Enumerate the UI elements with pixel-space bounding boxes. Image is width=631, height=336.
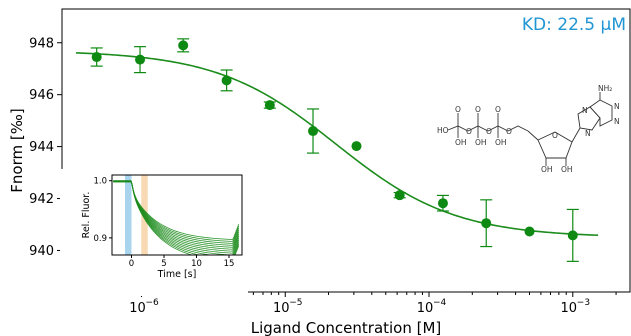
data-points-layer [90,38,579,262]
x-tick-label: 10 [129,301,146,316]
data-point [351,141,362,152]
inset-x-tick-label: 0 [129,259,134,269]
cold-region-band [125,175,132,255]
svg-text:OH: OH [475,138,487,147]
svg-text:N: N [585,129,591,138]
inset-frame [111,174,243,256]
svg-text:O: O [552,131,558,140]
svg-text:O: O [506,127,512,136]
inset-background [60,169,248,296]
x-tick-label: 10 [561,301,578,316]
point-marker [135,54,146,65]
svg-text:N: N [614,117,620,126]
x-tick-exponent: −3 [577,298,590,308]
svg-text:O: O [466,127,472,136]
point-marker [567,230,578,241]
point-marker [91,52,102,63]
inset-time-trace: 0.9 1.0 0 5 10 15 Time [s] Rel. Fluor. [60,169,248,296]
point-marker [308,126,319,137]
svg-text:O: O [475,105,481,114]
x-tick-exponent: −5 [289,298,302,308]
point-marker [264,100,275,111]
data-point [436,194,449,212]
data-point [480,199,493,248]
x-tick-label: 10 [417,301,434,316]
data-point [263,100,276,111]
svg-text:O: O [455,105,461,114]
data-point [566,208,579,262]
data-point [134,46,147,74]
svg-text:N: N [582,106,588,115]
inset-y-tick-label: 1.0 [93,177,107,187]
x-tick-label: 10 [273,301,290,316]
svg-text:N: N [614,102,620,111]
svg-text:NH₂: NH₂ [598,84,612,93]
x-tick-exponent: −6 [145,298,159,308]
inset-x-axis-label: Time [s] [157,269,197,280]
point-marker [437,198,448,209]
svg-text:O: O [486,127,492,136]
svg-text:O: O [495,105,501,114]
x-axis-label: Ligand Concentration [M] [251,319,442,336]
data-point [524,226,535,237]
point-marker [524,226,535,237]
svg-text:OH: OH [541,165,553,174]
inset-x-tick-label: 10 [191,259,202,269]
y-axis-label: Fnorm [‰] [8,108,26,192]
x-axis-ticks: 10 −6 10 −5 10 −4 10 −3 [65,292,617,316]
point-marker [481,218,492,229]
inset-y-tick-label: 0.9 [93,234,107,244]
y-tick-label: 944 [29,140,54,155]
main-plot-frame [61,8,631,293]
svg-text:OH: OH [455,138,467,147]
fit-curve [75,52,599,237]
phosphate-chain [447,113,539,141]
data-point [307,108,320,154]
fit-curve-layer [75,52,599,237]
svg-text:OH: OH [495,138,507,147]
molecule-atom-labels: HO O OH O OH O OH O O O O OH OH NH₂ N N … [437,84,620,174]
ribose-ring [537,127,581,166]
adp-molecule-structure: HO O OH O OH O OH O O O O OH OH NH₂ N N … [437,84,620,174]
point-marker [221,75,232,86]
point-marker [394,190,405,201]
y-tick-label: 948 [29,36,54,51]
data-point [393,190,406,201]
inset-x-tick-label: 5 [161,259,166,269]
inset-y-ticks: 0.9 1.0 [93,177,112,244]
adenine-rings [577,92,613,131]
y-tick-label: 940 [29,244,54,259]
inset-x-tick-label: 15 [224,259,235,269]
inset-y-axis-label: Rel. Fluor. [81,192,92,239]
svg-text:OH: OH [561,165,573,174]
svg-text:HO: HO [437,126,449,135]
y-axis-ticks: 940 942 944 946 948 [29,36,62,259]
inset-x-ticks: 0 5 10 15 [129,255,235,269]
point-marker [351,141,362,152]
point-marker [178,40,189,51]
data-point [220,69,233,92]
data-point [90,47,103,67]
x-tick-exponent: −4 [433,298,447,308]
data-point [177,38,190,53]
kd-annotation: KD: 22.5 μM [522,15,626,35]
y-tick-label: 946 [29,88,54,103]
y-tick-label: 942 [29,192,54,207]
